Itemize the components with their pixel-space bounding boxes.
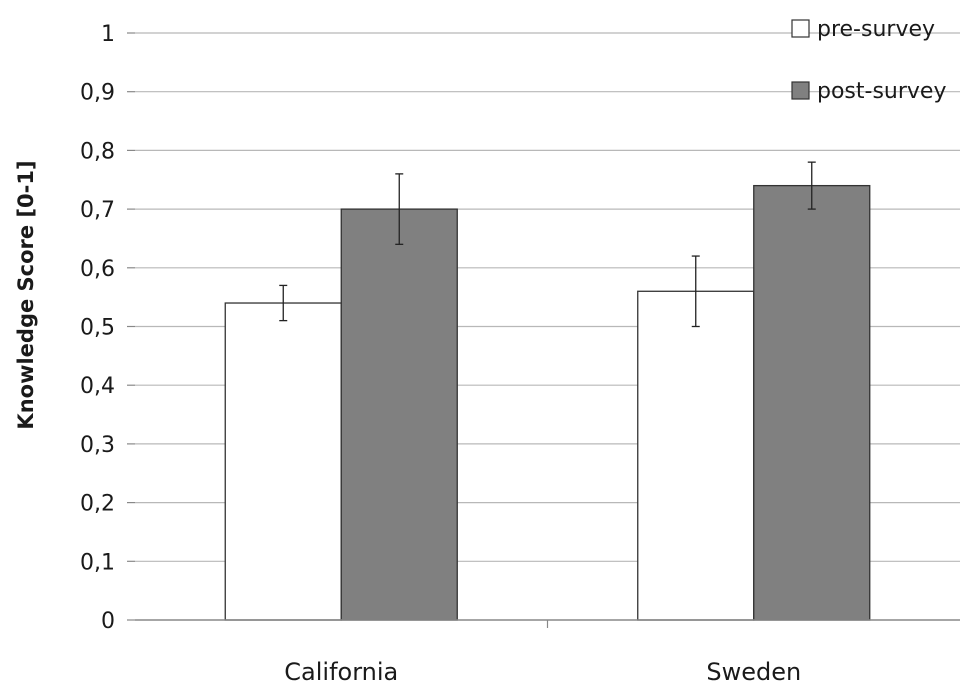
y-tick-label: 0,2 bbox=[80, 492, 115, 517]
bar-post-survey-sweden bbox=[753, 184, 871, 621]
y-axis-label: Knowledge Score [0-1] bbox=[14, 160, 38, 429]
bar-post-survey-california bbox=[340, 208, 458, 621]
bar-pre-survey-sweden bbox=[637, 290, 755, 621]
bars bbox=[224, 184, 871, 621]
legend-label-post: post-survey bbox=[817, 79, 946, 104]
y-tick-label: 0,7 bbox=[80, 198, 115, 223]
legend-item-pre: pre-survey bbox=[791, 17, 935, 42]
legend-item-post: post-survey bbox=[791, 79, 946, 104]
x-axis: California Sweden bbox=[135, 619, 960, 684]
y-tick-label: 0,4 bbox=[80, 374, 115, 399]
x-category-label: California bbox=[284, 658, 398, 684]
legend-swatch-pre bbox=[791, 19, 810, 38]
x-category-label: Sweden bbox=[706, 658, 801, 684]
legend-label-pre: pre-survey bbox=[817, 17, 935, 42]
legend: pre-survey post-survey bbox=[791, 17, 946, 104]
y-tick-label: 0 bbox=[101, 609, 115, 634]
y-tick-label: 1 bbox=[101, 22, 115, 47]
y-tick-label: 0,5 bbox=[80, 316, 115, 341]
bar-pre-survey-california bbox=[224, 302, 342, 621]
y-tick-label: 0,3 bbox=[80, 433, 115, 458]
y-axis-ticks: 0 0,1 0,2 0,3 0,4 0,5 0,6 0,7 0,8 0,9 1 bbox=[80, 22, 135, 634]
error-bars bbox=[279, 161, 816, 328]
y-tick-label: 0,6 bbox=[80, 257, 115, 282]
y-tick-label: 0,1 bbox=[80, 550, 115, 575]
legend-swatch-post bbox=[791, 81, 810, 100]
y-tick-label: 0,9 bbox=[80, 81, 115, 106]
y-tick-label: 0,8 bbox=[80, 139, 115, 164]
